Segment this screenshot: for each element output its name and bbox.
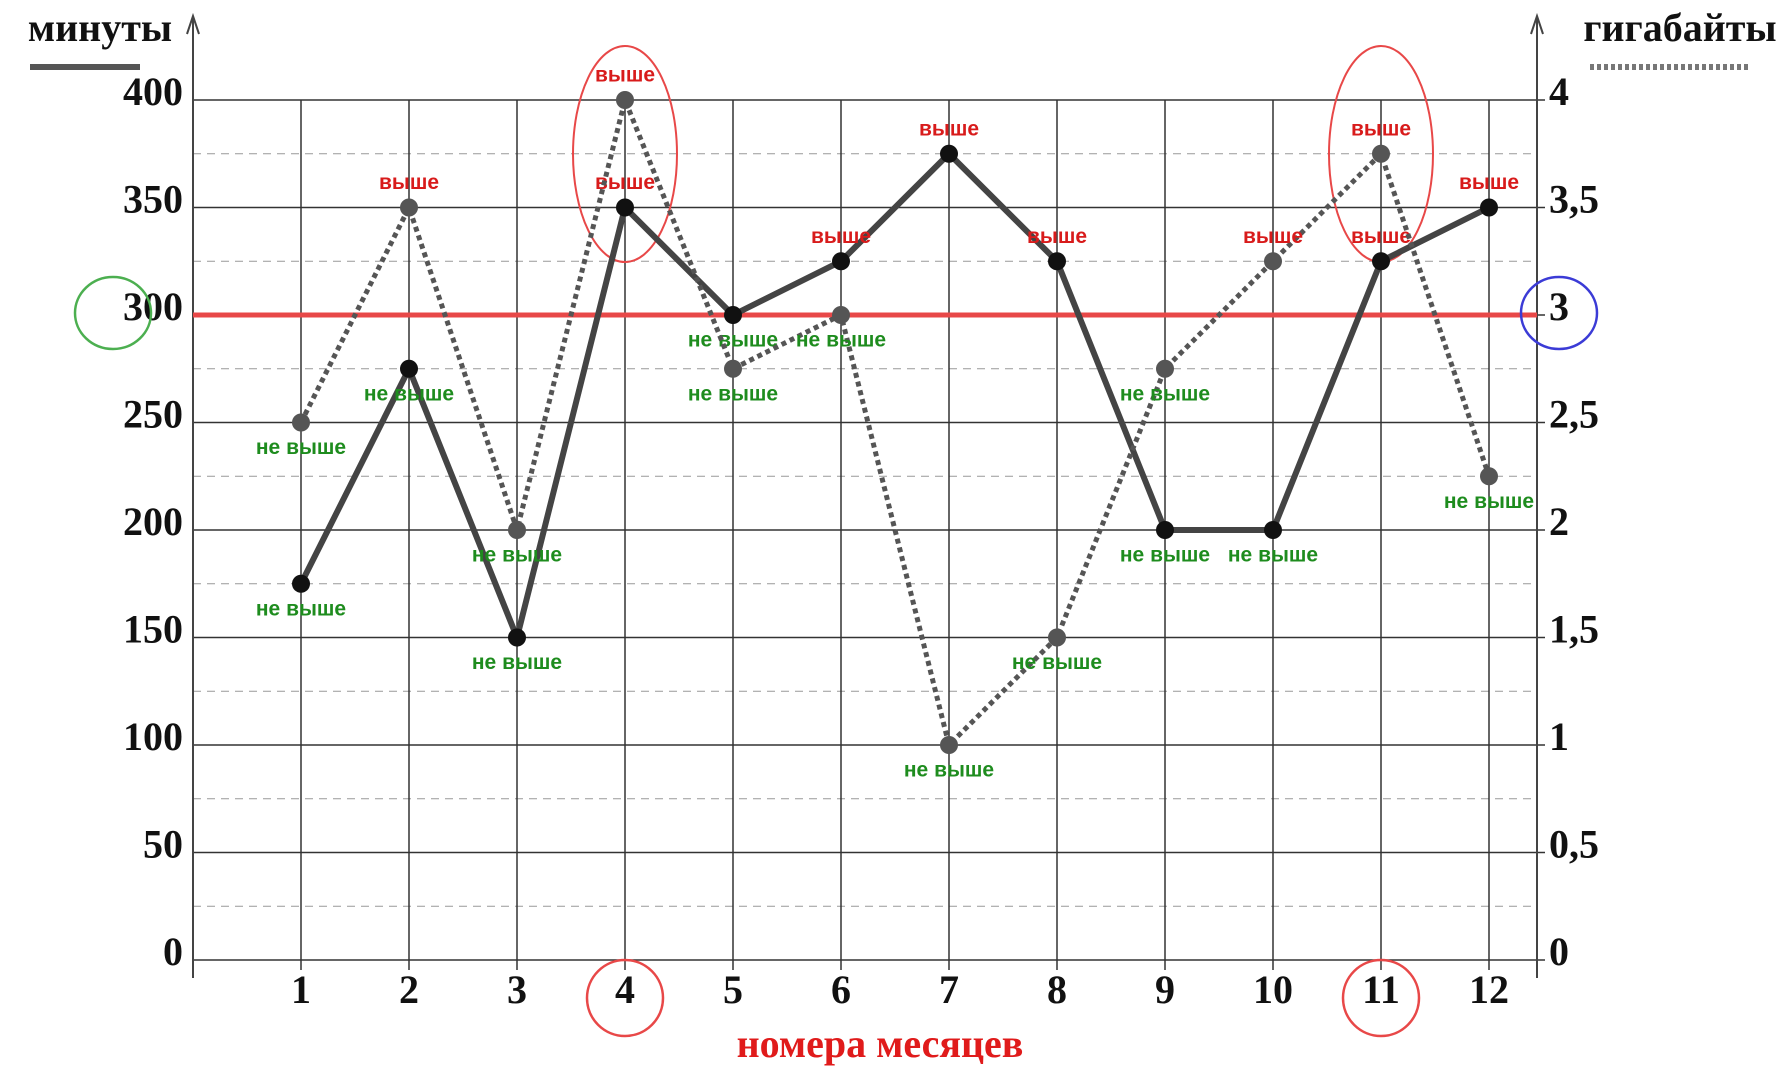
point <box>1372 144 1390 163</box>
y2-tick-label: 0,5 <box>1549 822 1599 867</box>
series-line <box>298 91 1492 750</box>
point <box>832 306 850 324</box>
x-tick-label: 10 <box>1253 967 1293 1012</box>
y2-tick-label: 1 <box>1549 714 1569 759</box>
point <box>1480 467 1498 486</box>
y-tick-label: 250 <box>123 392 183 437</box>
y-tick-label: 350 <box>123 177 183 222</box>
point-label: выше <box>595 171 655 194</box>
point-label: выше <box>919 117 979 140</box>
point-label: выше <box>1243 225 1303 248</box>
point-label: не выше <box>256 436 346 459</box>
x-tick-label: 8 <box>1047 967 1067 1012</box>
point-label: выше <box>379 171 439 194</box>
point <box>1156 521 1174 539</box>
point-label: выше <box>811 225 871 248</box>
point-label: не выше <box>1120 382 1210 405</box>
point <box>292 574 310 593</box>
point-label: не выше <box>1444 490 1534 513</box>
point <box>1264 521 1282 539</box>
point <box>292 413 310 432</box>
point <box>940 736 958 754</box>
y2-tick-label: 4 <box>1549 69 1569 114</box>
y2-tick-label: 3 <box>1549 284 1569 329</box>
point-label: выше <box>1027 225 1087 248</box>
y-tick-label: 50 <box>143 822 183 867</box>
point <box>400 198 418 217</box>
point-label: выше <box>1459 171 1519 194</box>
point-label: не выше <box>796 329 886 352</box>
y2-tick-label: 2 <box>1549 499 1569 544</box>
point <box>616 198 634 217</box>
x-tick-label: 4 <box>615 967 635 1012</box>
point <box>1480 198 1498 217</box>
point-label: не выше <box>688 382 778 405</box>
x-tick-label: 7 <box>939 967 959 1012</box>
x-tick-label: 11 <box>1362 967 1400 1012</box>
point-label: не выше <box>472 544 562 567</box>
y2-tick-label: 0 <box>1549 929 1569 974</box>
x-axis-title: номера месяцев <box>737 1021 1024 1066</box>
highlight-circle <box>73 275 153 351</box>
x-tick-label: 6 <box>831 967 851 1012</box>
series-line <box>298 149 1491 648</box>
x-tick-label: 12 <box>1469 967 1509 1012</box>
y-axis-title: минуты <box>28 5 172 50</box>
highlight-circle <box>572 45 678 263</box>
point <box>508 628 526 647</box>
y-tick-label: 0 <box>163 929 183 974</box>
y-tick-label: 400 <box>123 69 183 114</box>
point <box>400 359 418 378</box>
highlight-circle <box>1341 958 1421 1038</box>
point-label: не выше <box>1012 651 1102 674</box>
y-tick-label: 200 <box>123 499 183 544</box>
point-label: выше <box>595 64 655 87</box>
y2-tick-label: 2,5 <box>1549 392 1599 437</box>
x-tick-label: 3 <box>507 967 527 1012</box>
x-tick-label: 9 <box>1155 967 1175 1012</box>
axis-arrow <box>1530 12 1544 35</box>
y2-axis-title: гигабайты <box>1583 5 1776 50</box>
point-label: не выше <box>904 759 994 782</box>
point-label: не выше <box>364 382 454 405</box>
x-tick-label: 5 <box>723 967 743 1012</box>
point-label: не выше <box>1120 544 1210 567</box>
point <box>1048 628 1066 647</box>
point <box>724 359 742 378</box>
point-label: не выше <box>688 329 778 352</box>
point-label: не выше <box>472 651 562 674</box>
y-tick-label: 100 <box>123 714 183 759</box>
point <box>508 521 526 539</box>
highlight-circle <box>585 958 665 1038</box>
point-label: не выше <box>1228 544 1318 567</box>
y-tick-label: 300 <box>123 284 183 329</box>
axis-arrow <box>186 12 200 35</box>
x-tick-label: 2 <box>399 967 419 1012</box>
point <box>832 252 850 271</box>
point <box>616 91 634 109</box>
point <box>940 144 958 163</box>
point-label: не выше <box>256 597 346 620</box>
y2-tick-label: 3,5 <box>1549 177 1599 222</box>
point-label: выше <box>1351 225 1411 248</box>
highlight-circle <box>1519 275 1599 351</box>
point-label: выше <box>1351 117 1411 140</box>
y2-tick-label: 1,5 <box>1549 607 1599 652</box>
point <box>1156 359 1174 378</box>
point <box>1264 252 1282 271</box>
x-tick-label: 1 <box>291 967 311 1012</box>
point <box>1372 252 1390 271</box>
y-tick-label: 150 <box>123 607 183 652</box>
point <box>724 306 742 324</box>
point <box>1048 252 1066 271</box>
